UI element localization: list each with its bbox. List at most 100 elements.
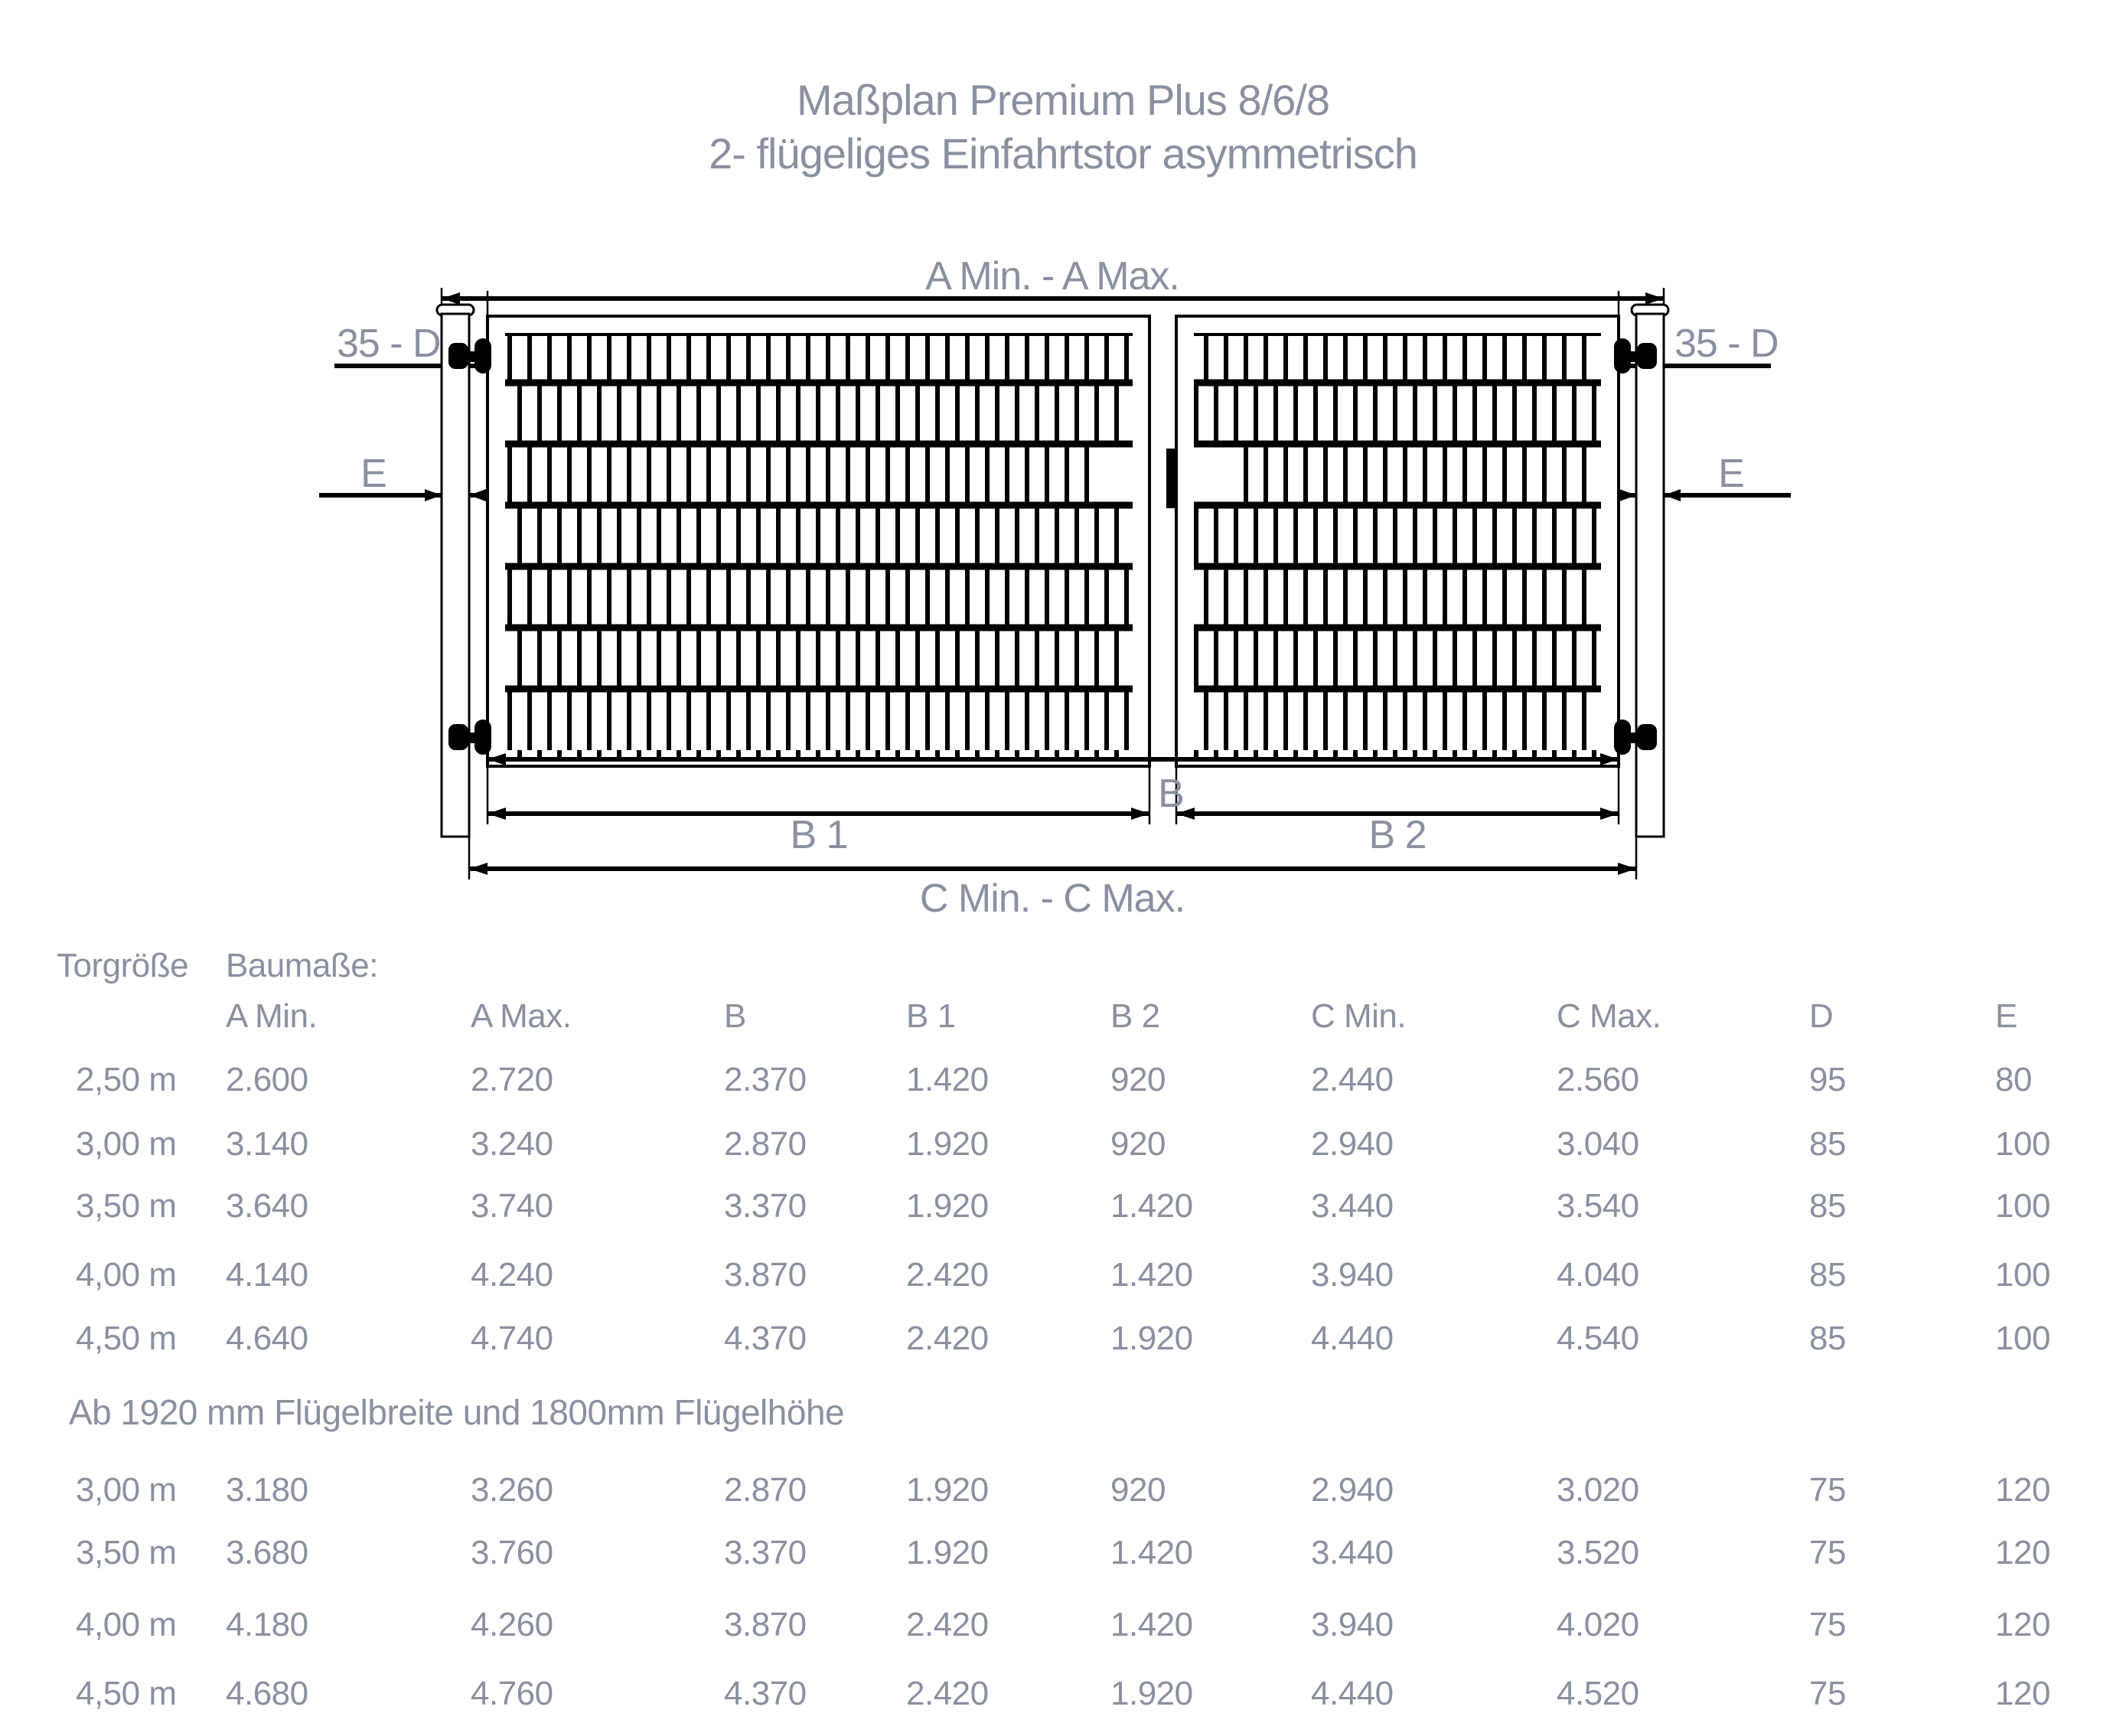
cell-a-max: 4.740 [471,1320,553,1357]
dim-b2: B 2 [1176,808,1619,857]
cell-size: 4,50 m [76,1675,177,1712]
cell-c-max: 2.560 [1557,1061,1639,1098]
table-row: 3,50 m 3.640 3.740 3.370 1.920 1.420 3.4… [0,1187,2126,1227]
col-a-max: A Max. [471,997,572,1035]
hinge-icon-left-top [448,338,491,374]
baumasse-header: Baumaße: [226,947,378,984]
dim-d-right-label: 35 - D [1674,321,1779,366]
cell-c-max: 4.020 [1557,1606,1639,1643]
right-post [1630,303,1670,838]
latch-bar [1166,449,1175,508]
cell-e: 80 [1995,1061,2032,1098]
cell-c-max: 3.520 [1557,1534,1639,1571]
col-e: E [1995,997,2017,1035]
cell-b1: 2.420 [906,1606,989,1643]
dim-b2-label: B 2 [1368,813,1426,857]
cell-e: 120 [1995,1471,2050,1509]
title-line2: 2- flügeliges Einfahrtstor asymmetrisch [709,129,1418,178]
cell-size: 3,50 m [76,1534,177,1571]
right-wing [1175,315,1620,768]
dim-c-label: C Min. - C Max. [920,876,1185,921]
cell-a-max: 4.240 [471,1256,553,1294]
cell-b: 3.870 [724,1256,807,1294]
extension-lines [440,288,1665,879]
cell-e: 100 [1995,1256,2050,1294]
col-a-min: A Min. [226,997,318,1035]
cell-e: 120 [1995,1675,2050,1712]
title-line1: Maßplan Premium Plus 8/6/8 [796,76,1330,124]
cell-b: 4.370 [724,1675,807,1712]
cell-size: 3,00 m [76,1125,177,1163]
cell-a-max: 4.260 [471,1606,553,1643]
cell-b1: 2.420 [906,1256,989,1294]
cell-d: 85 [1809,1320,1846,1357]
col-c-min: C Min. [1311,997,1407,1035]
cell-size: 4,00 m [76,1256,177,1294]
hinge-icon-left-bottom [448,720,491,755]
cell-size: 2,50 m [76,1061,177,1098]
col-b2: B 2 [1110,997,1160,1035]
cell-size: 4,00 m [76,1606,177,1643]
cell-b2: 1.420 [1110,1534,1193,1571]
cell-c-min: 2.940 [1311,1471,1394,1509]
dim-b: B [487,753,1619,816]
cell-b: 2.870 [724,1125,807,1163]
cell-d: 85 [1809,1125,1846,1163]
hinge-icon-right-bottom [1614,720,1657,755]
table-row: 3,00 m 3.180 3.260 2.870 1.920 920 2.940… [0,1471,2126,1511]
cell-a-min: 4.180 [226,1606,308,1643]
cell-d: 75 [1809,1675,1846,1712]
cell-size: 4,50 m [76,1320,177,1357]
cell-c-max: 3.540 [1557,1187,1639,1225]
cell-b: 3.370 [724,1187,807,1225]
cell-d: 85 [1809,1187,1846,1225]
dim-b1: B 1 [487,808,1149,857]
cell-c-min: 3.440 [1311,1534,1394,1571]
cell-c-min: 3.440 [1311,1187,1394,1225]
dim-b-label: B [1158,772,1184,816]
cell-d: 75 [1809,1471,1846,1509]
cell-b: 3.870 [724,1606,807,1643]
cell-c-max: 4.040 [1557,1256,1639,1294]
cell-a-max: 3.740 [471,1187,553,1225]
cell-b1: 1.920 [906,1471,989,1509]
right-lock-area [1179,447,1233,502]
cell-b2: 1.920 [1110,1320,1193,1357]
cell-a-min: 2.600 [226,1061,308,1098]
col-b1: B 1 [906,997,956,1035]
cell-b2: 920 [1110,1061,1166,1098]
cell-b1: 1.420 [906,1061,989,1098]
cell-c-max: 3.040 [1557,1125,1639,1163]
dim-a-label: A Min. - A Max. [925,260,1179,299]
cell-b2: 1.420 [1110,1256,1193,1294]
cell-c-min: 3.940 [1311,1606,1394,1643]
cell-c-min: 2.940 [1311,1125,1394,1163]
dim-e-right-label: E [1718,452,1744,496]
table-row: 4,00 m 4.140 4.240 3.870 2.420 1.420 3.9… [0,1256,2126,1296]
table-row: 3,50 m 3.680 3.760 3.370 1.920 1.420 3.4… [0,1534,2126,1574]
dim-e-left: E [319,452,497,501]
cell-b: 4.370 [724,1320,807,1357]
cell-d: 75 [1809,1534,1846,1571]
col-b: B [724,997,746,1035]
cell-e: 100 [1995,1187,2050,1225]
cell-c-min: 3.940 [1311,1256,1394,1294]
cell-d: 75 [1809,1606,1846,1643]
left-post [435,303,475,838]
cell-a-max: 3.240 [471,1125,553,1163]
cell-b2: 920 [1110,1471,1166,1509]
cell-b2: 1.420 [1110,1187,1193,1225]
cell-e: 120 [1995,1534,2050,1571]
cell-a-max: 2.720 [471,1061,553,1098]
cell-c-max: 3.020 [1557,1471,1639,1509]
cell-a-min: 4.140 [226,1256,308,1294]
cell-c-min: 2.440 [1311,1061,1394,1098]
cell-a-max: 3.260 [471,1471,553,1509]
cell-a-min: 3.180 [226,1471,308,1509]
cell-c-max: 4.540 [1557,1320,1639,1357]
left-lock-area [1104,447,1146,502]
table-row: 4,50 m 4.680 4.760 4.370 2.420 1.920 4.4… [0,1675,2126,1715]
cell-e: 100 [1995,1320,2050,1357]
dim-e-right: E [1619,452,1791,501]
